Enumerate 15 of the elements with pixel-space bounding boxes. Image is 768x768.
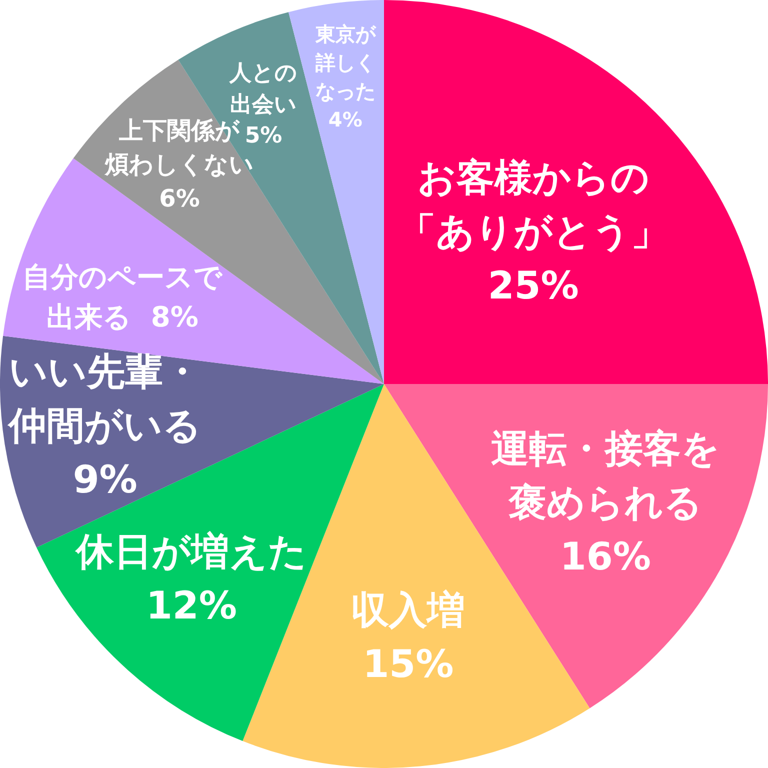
data-label: 6% [159, 184, 200, 213]
slice-label: 休日が増えた [74, 530, 307, 574]
slice-label: 人との出会い [228, 61, 298, 118]
data-label: 16% [560, 534, 651, 579]
slice-label: 収入増 [351, 588, 466, 632]
slice-label: いい先輩・仲間がいる [6, 349, 202, 448]
data-label: 4% [328, 107, 362, 132]
data-label: 25% [488, 263, 579, 308]
slice-label: 東京が詳しくなった [314, 22, 376, 103]
data-label: 15% [362, 642, 454, 686]
slice-label: お客様からの「ありがとう」 [398, 156, 669, 254]
data-label: 12% [146, 583, 237, 628]
slice-label: 自分のペースで出来る 8% [22, 260, 224, 334]
slice-label: 運転・接客を褒められる [490, 426, 720, 525]
data-label: 9% [72, 457, 138, 502]
